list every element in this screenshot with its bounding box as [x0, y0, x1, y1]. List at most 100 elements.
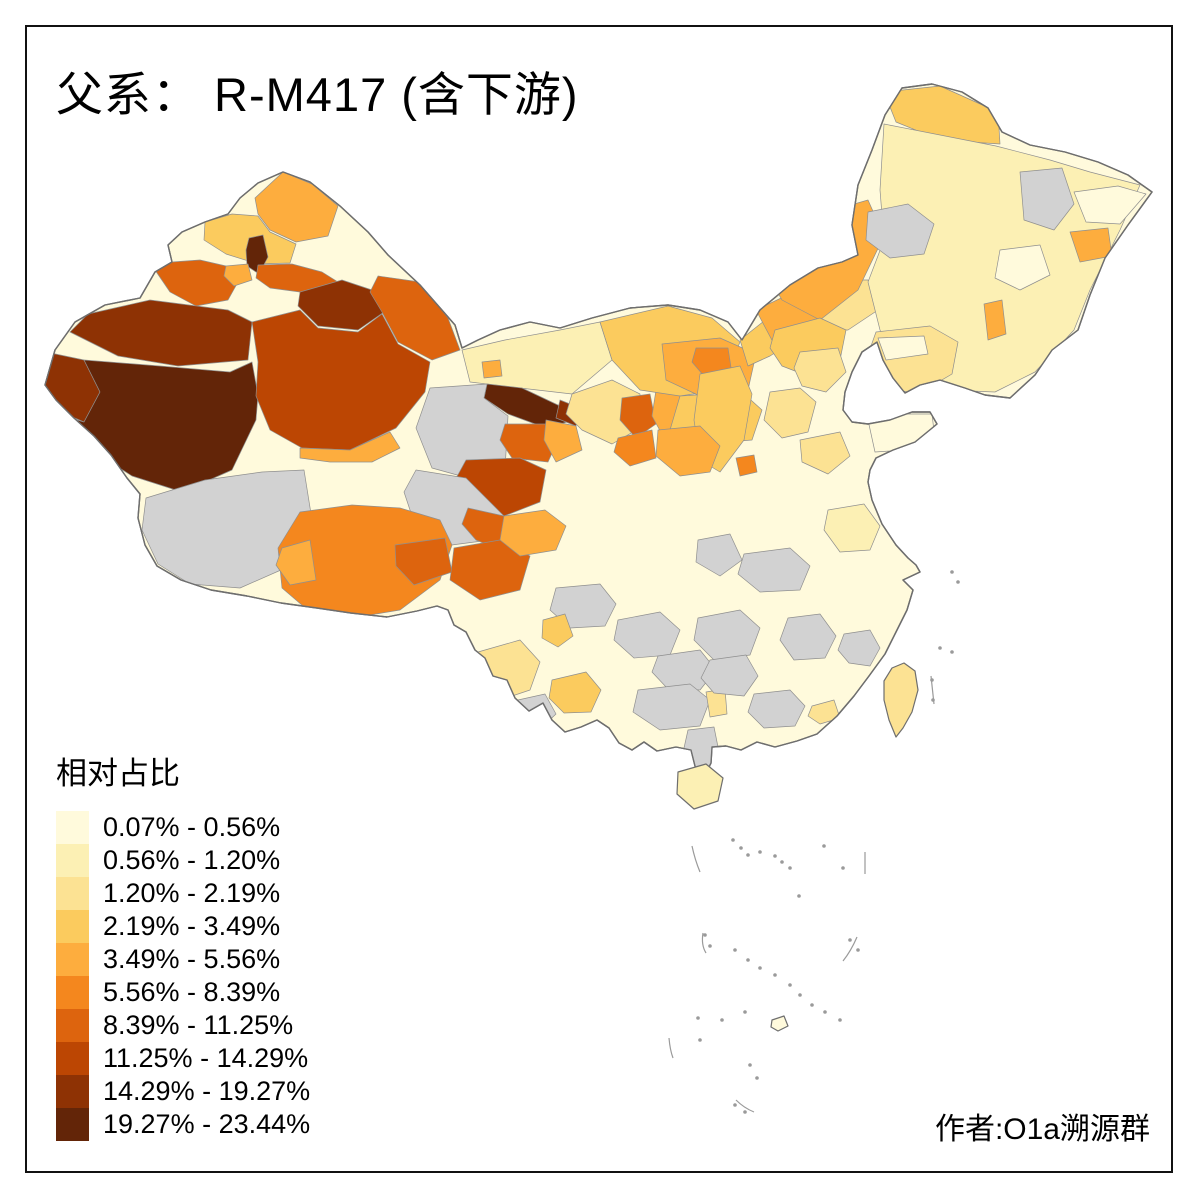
- map-region-xinjiang-bortala: [223, 263, 253, 287]
- legend-row: 19.27% - 23.44%: [56, 1108, 310, 1141]
- legend-rows: 0.07% - 0.56% 0.56% - 1.20% 1.20% - 2.19% 2…: [56, 811, 310, 1141]
- small-island-dot: [731, 838, 735, 842]
- map-region-leizhou-gray: [683, 726, 720, 771]
- legend-title: 相对占比: [56, 756, 180, 791]
- map-region-sichuan-chengdu-gray: [549, 583, 617, 629]
- map-region-xinjiang-urumqi-changji: [297, 279, 385, 331]
- map-region-hunan-gray-2: [700, 654, 759, 697]
- map-region-gansu-east-orange: [543, 419, 583, 463]
- china-outline-stroke: [44, 83, 1153, 780]
- legend-row: 14.29% - 19.27%: [56, 1075, 310, 1108]
- map-region-yunnan-central: [548, 671, 602, 714]
- map-region-heilongjiang-far-east: [1073, 185, 1147, 225]
- map-region-yunnan-northwest: [541, 613, 574, 648]
- map-region-liaoning-cream: [877, 335, 929, 361]
- legend-row: 11.25% - 14.29%: [56, 1042, 310, 1075]
- map-region-heilongjiang-se-cream: [994, 244, 1051, 291]
- legend-swatch: [56, 910, 89, 943]
- small-island-dot: [823, 1010, 827, 1014]
- island-arc: [735, 1099, 755, 1113]
- map-region-south-sea-islet: [770, 1015, 789, 1032]
- small-island-dot: [938, 646, 942, 650]
- small-island-dot: [848, 938, 852, 942]
- island-arc: [668, 1037, 674, 1059]
- small-island-dot: [950, 650, 954, 654]
- small-island-dot: [748, 1063, 752, 1067]
- small-island-dot: [788, 866, 792, 870]
- small-island-dot: [956, 580, 960, 584]
- map-region-hainan: [676, 763, 724, 810]
- legend-label: 19.27% - 23.44%: [103, 1109, 311, 1139]
- legend-swatch: [56, 811, 89, 844]
- island-arc: [842, 936, 858, 962]
- map-region-shaanxi-north: [655, 425, 721, 477]
- legend-label: 1.20% - 2.19%: [103, 878, 281, 908]
- legend-swatch: [56, 877, 89, 910]
- island-arc: [701, 932, 707, 954]
- small-island-dot: [743, 1110, 747, 1114]
- legend-label: 11.25% - 14.29%: [103, 1043, 309, 1073]
- small-island-dot: [838, 1018, 842, 1022]
- map-legend: 相对占比 0.07% - 0.56% 0.56% - 1.20% 1.20% - 2…: [56, 748, 310, 1141]
- small-island-dot: [746, 958, 750, 962]
- plot-border-frame: [25, 25, 1173, 1173]
- legend-row: 0.07% - 0.56%: [56, 811, 310, 844]
- map-region-ningxia-spot-dark: [619, 393, 657, 439]
- small-island-dot: [739, 846, 743, 850]
- map-region-guizhou-gray-2: [651, 649, 717, 691]
- legend-label: 5.56% - 8.39%: [103, 977, 281, 1007]
- map-region-heilongjiang-qiqihar-gray: [865, 203, 935, 259]
- map-region-xinjiang-aksu: [69, 299, 253, 367]
- small-island-dot: [733, 948, 737, 952]
- small-island-dot: [798, 993, 802, 997]
- legend-label: 8.39% - 11.25%: [103, 1010, 294, 1040]
- small-island-dot: [758, 966, 762, 970]
- map-region-ningxia-spot-mid: [613, 429, 657, 467]
- attribution-text: 作者:O1a溯源群: [934, 1113, 1150, 1146]
- map-region-guangdong-gray-north: [747, 689, 806, 729]
- small-island-dot: [841, 866, 845, 870]
- small-island-dot: [746, 853, 750, 857]
- small-island-dot: [696, 1016, 700, 1020]
- small-island-dot: [708, 944, 712, 948]
- map-region-zhejiang-fujian-gray: [837, 629, 881, 667]
- map-region-xinjiang-ruoqiang-south: [299, 431, 401, 463]
- legend-swatch: [56, 1009, 89, 1042]
- map-region-gansu-jiuquan-spot: [481, 359, 503, 379]
- small-island-dot: [698, 1038, 702, 1042]
- legend-row: 8.39% - 11.25%: [56, 1009, 310, 1042]
- map-region-guangxi-gray: [632, 683, 711, 731]
- map-region-hunan-gray-1: [693, 609, 761, 661]
- legend-label: 0.07% - 0.56%: [103, 812, 281, 842]
- map-region-tibet-east: [277, 504, 453, 619]
- legend-row: 5.56% - 8.39%: [56, 976, 310, 1009]
- small-island-dot: [733, 1103, 737, 1107]
- small-island-dot: [755, 1076, 759, 1080]
- legend-swatch: [56, 844, 89, 877]
- legend-swatch: [56, 1108, 89, 1141]
- small-island-dot: [780, 860, 784, 864]
- map-region-jiangxi-gray: [779, 613, 837, 661]
- small-island-dot: [773, 854, 777, 858]
- small-island-dot: [822, 844, 826, 848]
- legend-swatch: [56, 976, 89, 1009]
- legend-row: 2.19% - 3.49%: [56, 910, 310, 943]
- island-arc: [930, 675, 935, 705]
- map-region-sichuan-aba: [499, 509, 567, 557]
- map-region-heilongjiang-east-gray: [1019, 167, 1075, 231]
- legend-row: 1.20% - 2.19%: [56, 877, 310, 910]
- map-region-tibet-east-dark: [394, 537, 453, 586]
- map-region-tibet-mid-orange: [275, 539, 317, 586]
- map-region-henan-spot: [735, 454, 758, 477]
- map-region-taiwan: [883, 662, 919, 738]
- page-title: 父系： R-M417 (含下游): [56, 68, 579, 121]
- small-island-dot: [703, 933, 707, 937]
- map-region-chaoshan: [807, 699, 841, 725]
- small-island-dot: [758, 850, 762, 854]
- map-region-xinjiang-bayingol: [251, 309, 431, 451]
- map-region-shandong-west: [799, 431, 851, 475]
- small-island-dot: [720, 1018, 724, 1022]
- small-island-dot: [773, 973, 777, 977]
- map-region-jilin-spot: [983, 299, 1007, 341]
